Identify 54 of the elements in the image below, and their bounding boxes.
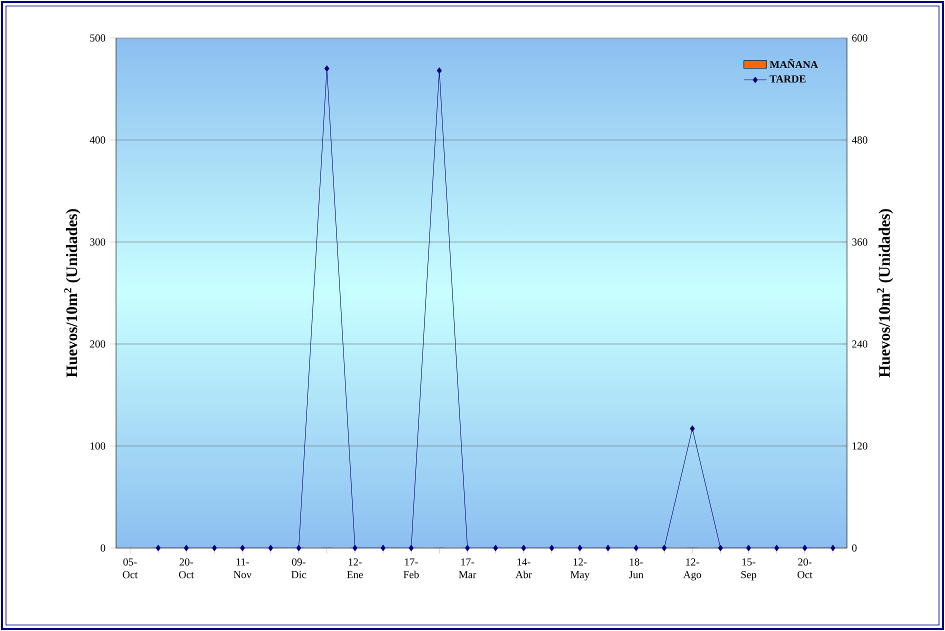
x-tick-label: 12- Ene [347, 558, 363, 578]
x-tick-label: 05- Oct [122, 558, 138, 578]
x-tick-label: 17- Mar [458, 558, 476, 578]
point [324, 65, 330, 72]
y2-tick-label: 480 [852, 136, 868, 144]
point [268, 544, 274, 552]
point [634, 544, 639, 552]
x-tick-label: 09- Dic [291, 558, 306, 578]
x-tick-label: 12- Ago [683, 558, 702, 580]
point [493, 544, 498, 552]
legend-label: MAÑANA [770, 58, 818, 68]
legend-label: TARDE [770, 75, 806, 82]
point [296, 544, 302, 552]
y-axis-title: Huevos/10m$^{2}$ (Unidades) [64, 209, 80, 378]
point [184, 544, 189, 552]
y2-axis-title: Huevos/10m$^{2}$ (Unidades) [876, 209, 894, 378]
y-tick-label: 500 [90, 34, 106, 42]
x-tick-label: 17- Feb [404, 558, 419, 578]
point [240, 544, 245, 552]
point [718, 544, 723, 552]
x-tick-label: 15- Sep [741, 558, 756, 580]
y-tick-label: 300 [90, 238, 106, 246]
y2-tick-label: 120 [852, 442, 868, 450]
x-tick-label: 18- Jun [628, 558, 644, 578]
point [464, 544, 470, 552]
point [690, 425, 695, 432]
x-tick-label: 11- Nov [234, 558, 252, 578]
point [662, 544, 667, 552]
y-tick-label: 400 [90, 136, 106, 144]
x-tick-label: 20- Oct [179, 558, 194, 578]
point [521, 544, 526, 552]
y2-tick-label: 0 [852, 544, 857, 552]
point [380, 544, 386, 552]
y-tick-label: 0 [100, 544, 106, 552]
y-tick-label: 100 [90, 442, 106, 450]
point [156, 544, 161, 552]
y2-tick-label: 600 [852, 34, 868, 42]
point [436, 67, 442, 74]
point [408, 544, 414, 552]
y-tick-label: 200 [90, 340, 106, 348]
x-tick-label: 14- Abr [515, 558, 532, 578]
point [549, 544, 554, 552]
x-tick-label: 20- Oct [798, 558, 812, 578]
y2-tick-label: 240 [852, 340, 868, 348]
point [212, 544, 217, 552]
x-tick-label: 12- May [570, 558, 590, 580]
point [577, 544, 582, 552]
point [352, 544, 358, 552]
point [746, 544, 752, 552]
point [606, 544, 610, 552]
point [830, 544, 836, 552]
point [774, 544, 780, 552]
y2-tick-label: 360 [852, 238, 868, 246]
point [802, 544, 808, 552]
